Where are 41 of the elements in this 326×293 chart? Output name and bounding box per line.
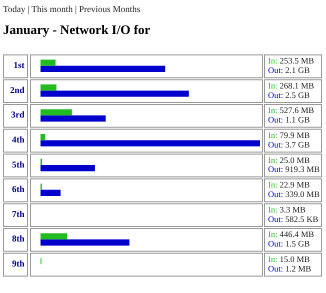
- chart-title: January - Network I/O for: [2, 21, 152, 39]
- y-tick-label: 5th: [12, 159, 25, 170]
- bar: [40, 239, 130, 246]
- text: Out: 2.5 GB: [268, 90, 310, 100]
- text: In: 253.5 MB: [268, 56, 314, 66]
- text: In: 268.1 MB: [268, 80, 314, 90]
- y-tick-label: 1st: [14, 60, 25, 70]
- text: Out: 1.1 GB: [268, 114, 310, 125]
- bar: [40, 84, 56, 91]
- bar: [40, 60, 56, 66]
- text: In: 446.4 MB: [268, 229, 314, 240]
- bar: [40, 140, 260, 146]
- text: Out: 339.0 MB: [268, 188, 320, 199]
- bar: [40, 134, 46, 140]
- text: Out: 1.2 MB: [268, 263, 312, 274]
- bar: [40, 190, 61, 196]
- y-tick-label: 9th: [12, 258, 25, 269]
- bar: [40, 66, 166, 72]
- y-tick-label: 4th: [12, 134, 25, 145]
- y-tick-label: 7th: [12, 208, 25, 219]
- y-tick-label: 6th: [12, 184, 25, 194]
- y-tick-label: 8th: [12, 234, 25, 244]
- text: In: 527.6 MB: [268, 105, 314, 116]
- text: In: 79.9 MB: [268, 130, 310, 140]
- text: In: 25.0 MB: [268, 154, 310, 165]
- text: In: 3.3 MB: [268, 204, 306, 214]
- text: In: 22.9 MB: [268, 180, 310, 190]
- text: Out: 919.3 MB: [268, 164, 320, 174]
- bar: [40, 90, 189, 97]
- text: Out: 3.7 GB: [268, 139, 310, 150]
- y-tick-label: 3rd: [11, 110, 25, 120]
- text: Today | This month | Previous Months: [2, 3, 142, 14]
- bar: [40, 115, 106, 122]
- bar: [40, 165, 95, 172]
- bar: [40, 109, 72, 116]
- text: Out: 2.1 GB: [268, 64, 310, 75]
- bar: [40, 233, 68, 240]
- text: In: 15.0 MB: [268, 254, 310, 264]
- text: Out: 1.5 GB: [268, 238, 310, 249]
- y-tick-label: 2nd: [10, 84, 25, 95]
- text: Out: 582.5 KB: [268, 214, 319, 224]
